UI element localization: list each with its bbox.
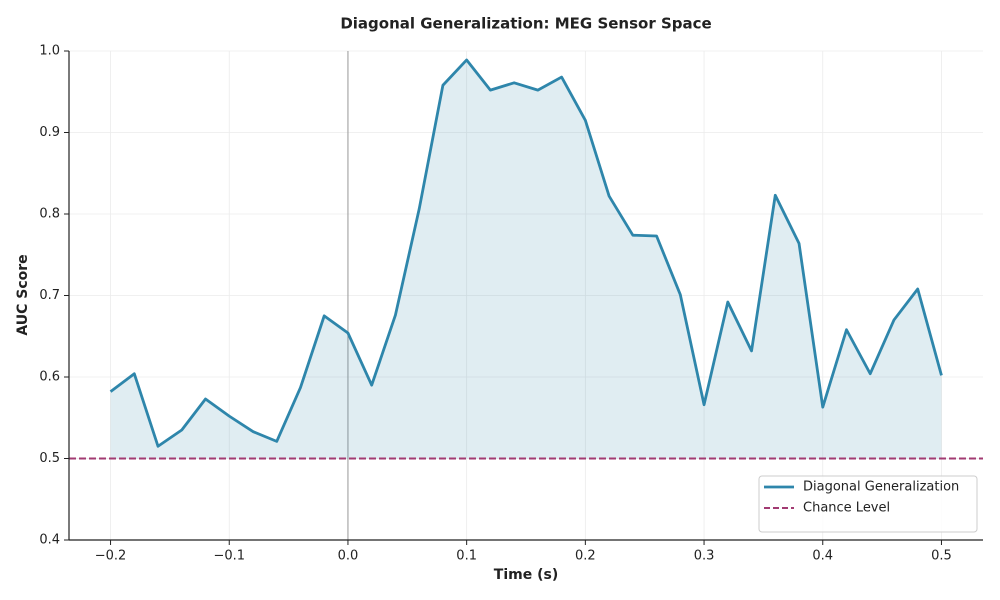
- x-tick-label: 0.3: [694, 549, 715, 564]
- legend-label: Chance Level: [803, 501, 890, 516]
- chart-title: Diagonal Generalization: MEG Sensor Spac…: [340, 15, 711, 33]
- series-line: [109, 58, 943, 448]
- y-tick-label: 0.8: [39, 207, 60, 222]
- y-tick-label: 0.7: [39, 288, 60, 303]
- x-tick-label: 0.4: [812, 549, 833, 564]
- y-tick-label: 0.4: [39, 533, 60, 548]
- y-axis-label: AUC Score: [15, 254, 31, 335]
- y-tick-label: 0.6: [39, 370, 60, 385]
- x-tick-label: 0.5: [931, 549, 952, 564]
- x-tick-label: 0.1: [456, 549, 477, 564]
- legend-box: [758, 475, 978, 533]
- area-fill: [110, 59, 942, 459]
- x-tick-label: 0.2: [575, 549, 596, 564]
- x-tick-label: 0.0: [338, 549, 359, 564]
- x-axis-label: Time (s): [494, 567, 558, 583]
- x-tick-label: −0.2: [95, 549, 127, 564]
- y-tick-label: 1.0: [39, 44, 60, 59]
- legend-label: Diagonal Generalization: [803, 480, 959, 495]
- y-tick-label: 0.9: [39, 125, 60, 140]
- y-tick-label: 0.5: [39, 451, 60, 466]
- x-tick-label: −0.1: [213, 549, 245, 564]
